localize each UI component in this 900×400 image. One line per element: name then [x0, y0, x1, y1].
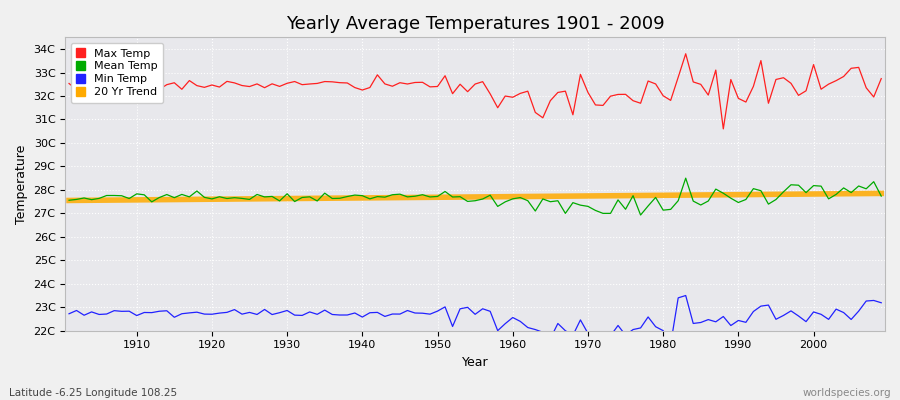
- X-axis label: Year: Year: [462, 356, 489, 369]
- Title: Yearly Average Temperatures 1901 - 2009: Yearly Average Temperatures 1901 - 2009: [286, 15, 664, 33]
- Text: Latitude -6.25 Longitude 108.25: Latitude -6.25 Longitude 108.25: [9, 388, 177, 398]
- Y-axis label: Temperature: Temperature: [15, 144, 28, 224]
- Text: worldspecies.org: worldspecies.org: [803, 388, 891, 398]
- Legend: Max Temp, Mean Temp, Min Temp, 20 Yr Trend: Max Temp, Mean Temp, Min Temp, 20 Yr Tre…: [71, 43, 163, 103]
